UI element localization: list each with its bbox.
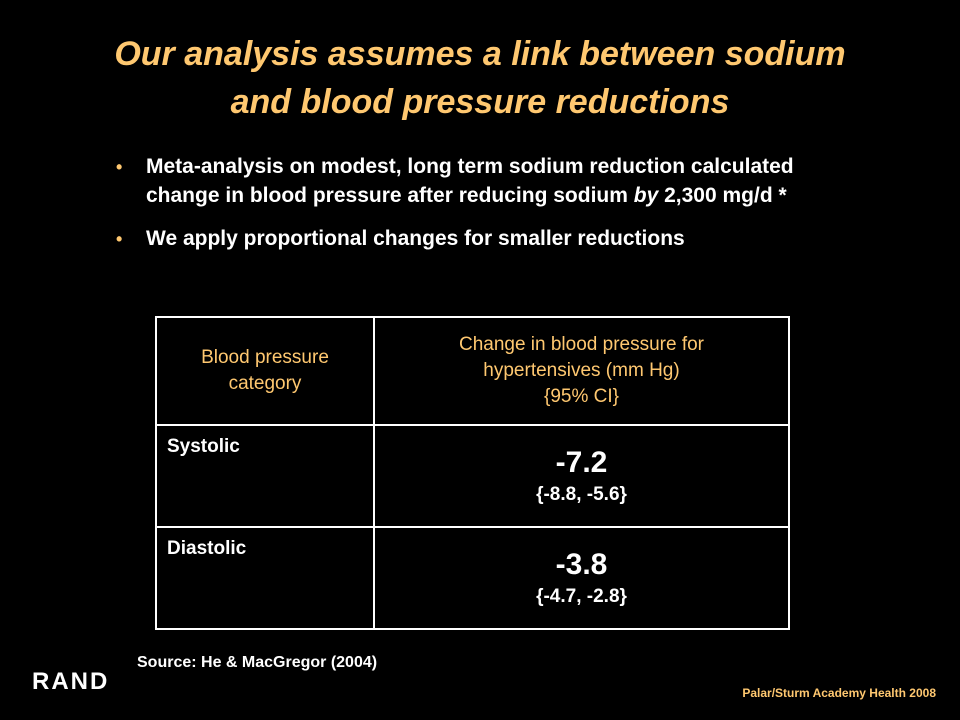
blood-pressure-table: Blood pressure category Change in blood … [155,316,790,630]
systolic-confidence-interval: {-8.8, -5.6} [536,484,627,505]
rand-logo: RAND [32,668,110,695]
header-category-line-2: category [228,373,302,394]
source-citation: Source: He & MacGregor (2004) [137,654,378,671]
header-change-line-1: Change in blood pressure for [458,334,705,355]
bullet-dot-icon: • [116,229,123,249]
diastolic-confidence-interval: {-4.7, -2.8} [536,586,627,607]
header-change-line-2: hypertensives (mm Hg) [483,360,680,381]
header-category-line-1: Blood pressure [201,347,329,368]
bullet-item-meta-analysis: • Meta-analysis on modest, long term sod… [112,152,832,210]
bullet-text-before: Meta-analysis on modest, long term sodiu… [146,155,794,207]
slide-title: Our analysis assumes a link between sodi… [0,30,960,126]
header-change: Change in blood pressure for hypertensiv… [373,316,790,426]
header-change-line-3: {95% CI} [544,386,619,407]
bullet-text: We apply proportional changes for smalle… [146,227,685,250]
table-row: Systolic -7.2 {-8.8, -5.6} [155,424,790,528]
bullet-text-after: 2,300 mg/d * [658,184,787,207]
bullet-dot-icon: • [116,157,123,177]
row-category-systolic: Systolic [155,424,375,528]
table-row: Diastolic -3.8 {-4.7, -2.8} [155,526,790,630]
slide-title-line-2: and blood pressure reductions [230,83,730,121]
diastolic-change-value: -3.8 [555,548,608,581]
bullet-item-proportional: • We apply proportional changes for smal… [112,224,832,253]
bullet-text-emphasis: by [633,184,659,207]
systolic-change-value: -7.2 [555,446,608,479]
footer-credit: Palar/Sturm Academy Health 2008 [742,686,936,700]
row-value-systolic: -7.2 {-8.8, -5.6} [373,424,790,528]
row-value-diastolic: -3.8 {-4.7, -2.8} [373,526,790,630]
slide-title-line-1: Our analysis assumes a link between sodi… [114,35,846,73]
bullet-list: • Meta-analysis on modest, long term sod… [112,152,832,267]
table-header-row: Blood pressure category Change in blood … [155,316,790,426]
header-category: Blood pressure category [155,316,375,426]
row-category-diastolic: Diastolic [155,526,375,630]
